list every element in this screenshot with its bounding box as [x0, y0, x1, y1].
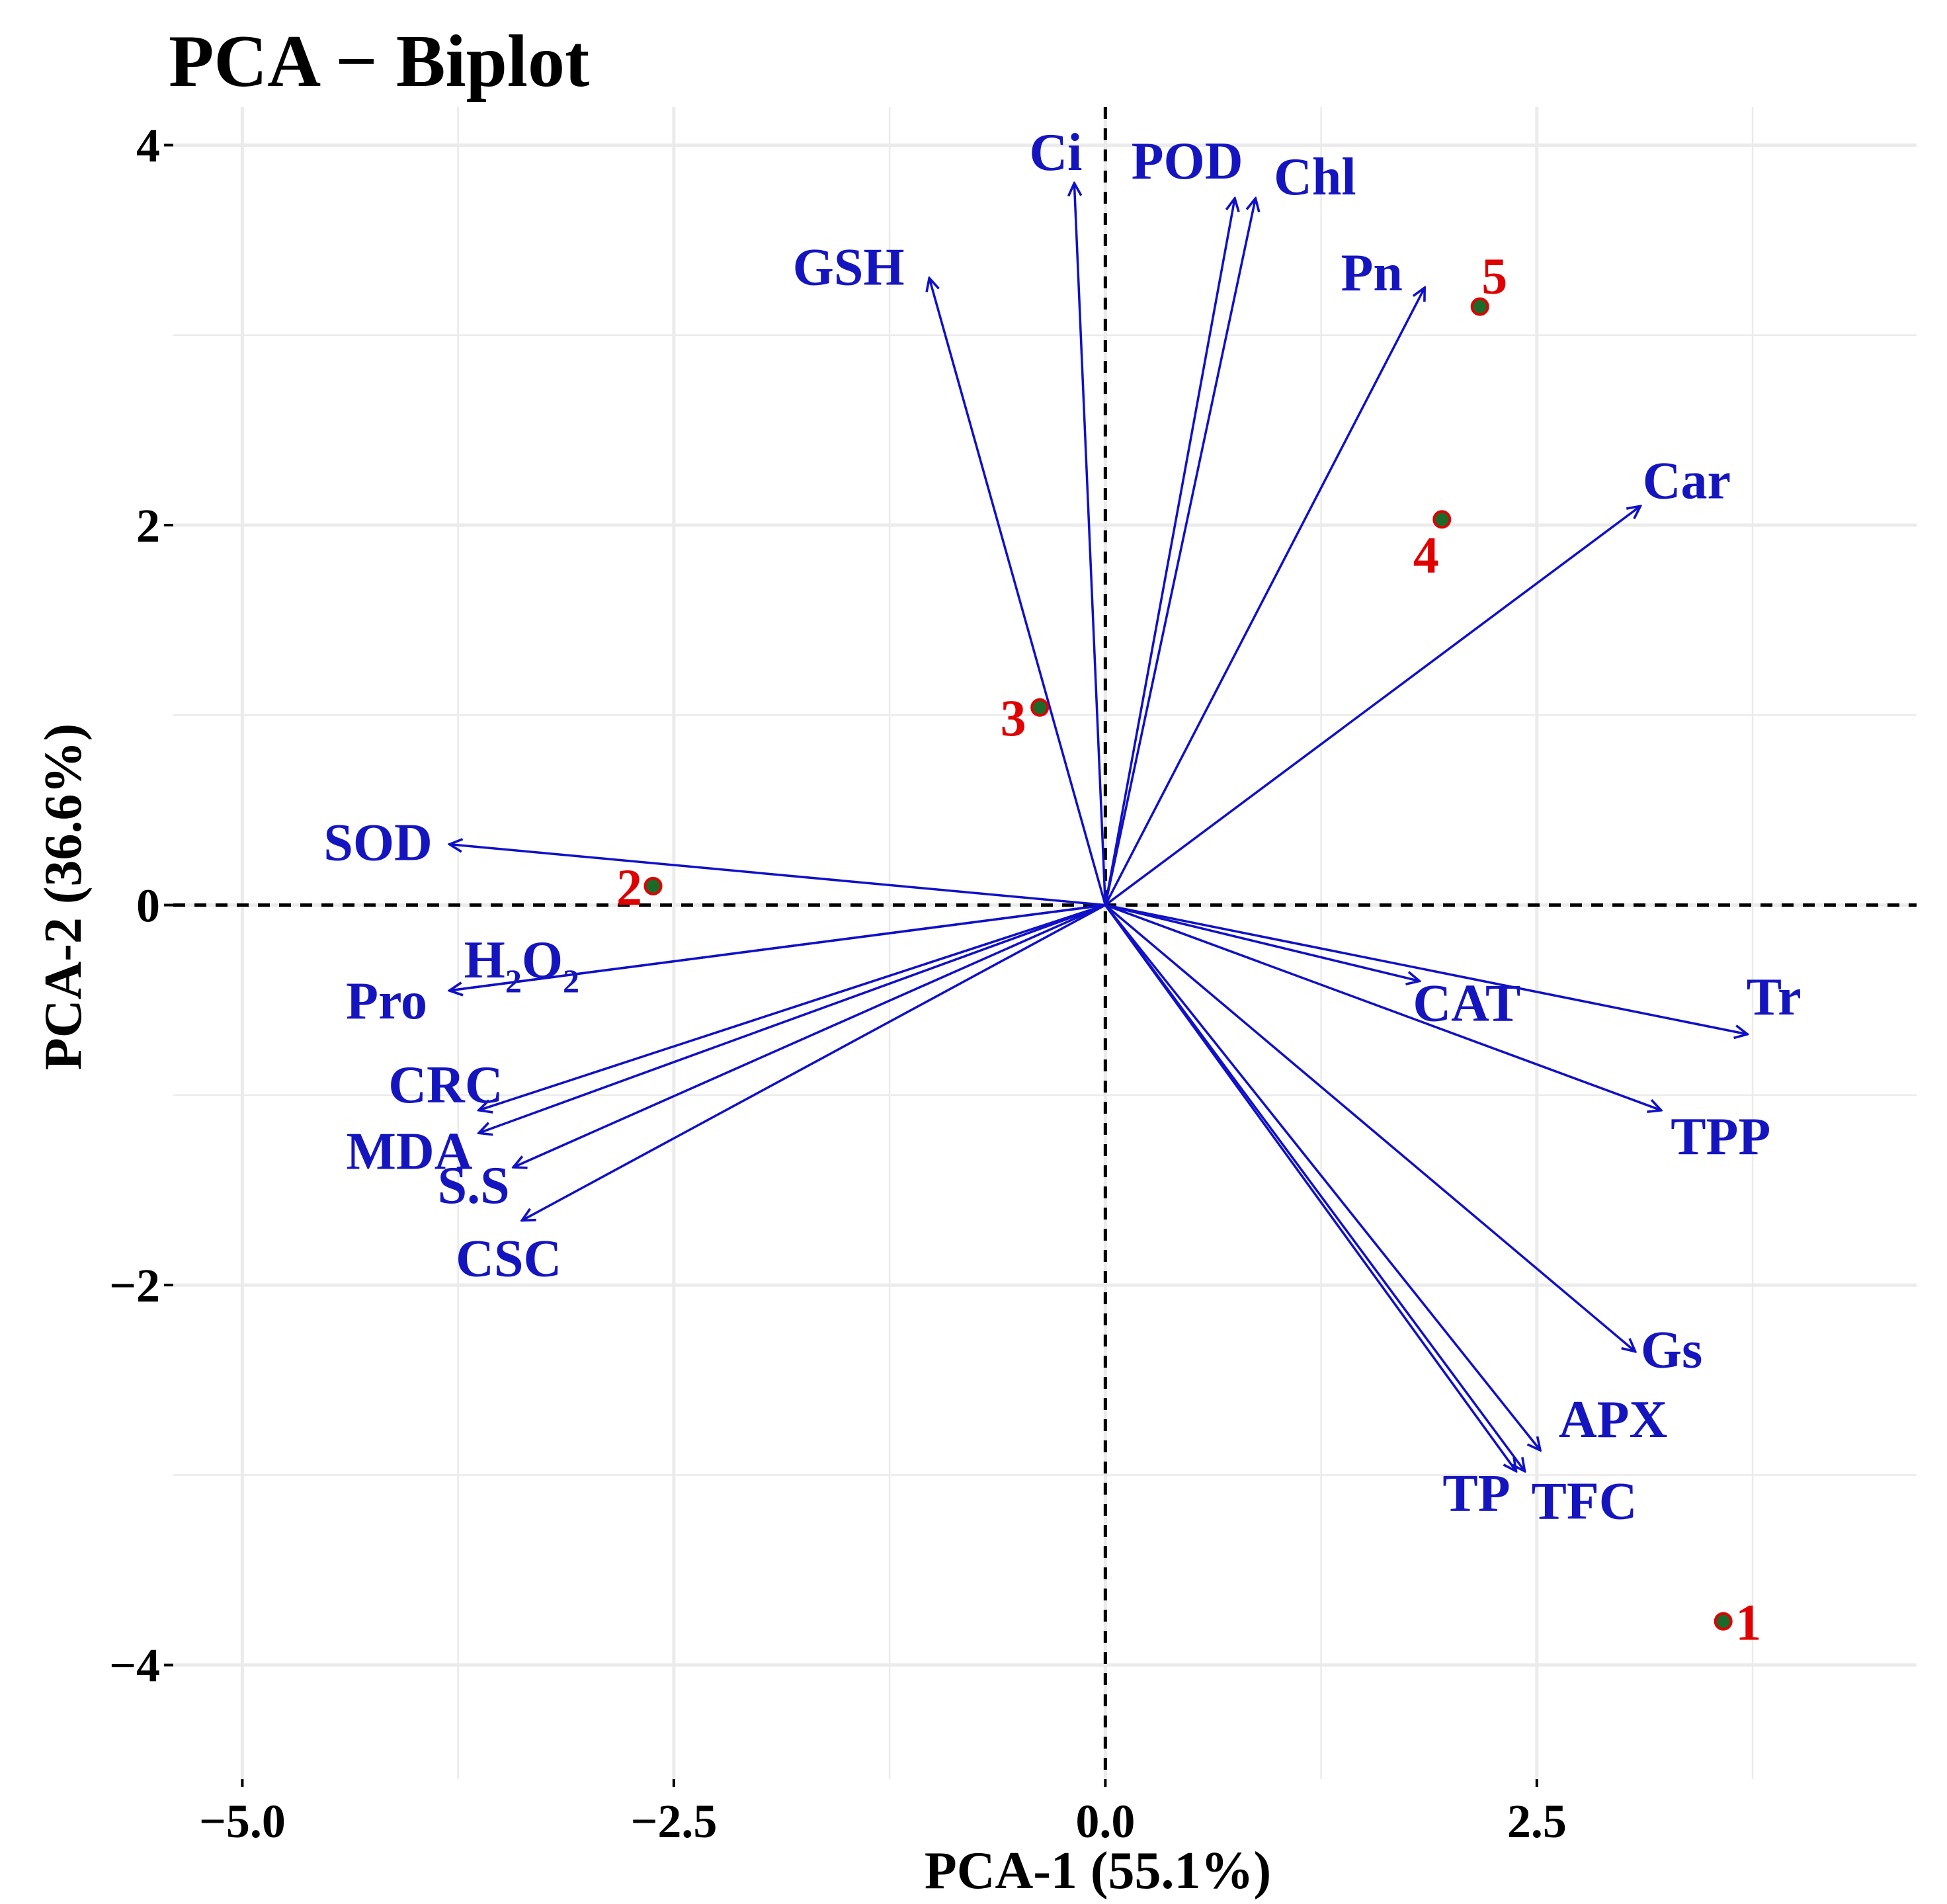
loading-arrow-ss — [513, 903, 1106, 1167]
observation-label-1: 1 — [1735, 1594, 1761, 1651]
loading-arrow-sod — [450, 845, 1106, 907]
chart-title: PCA − Biplot — [169, 21, 589, 103]
loading-label-tfc: TFC — [1532, 1473, 1637, 1531]
loading-arrow-cat — [1104, 903, 1419, 981]
loading-label-csc: CSC — [456, 1229, 561, 1288]
loading-label-gsh: GSH — [793, 239, 905, 297]
loading-label-ci: Ci — [1029, 124, 1082, 182]
loading-arrow-tpp — [1104, 903, 1661, 1110]
loading-arrow-pn — [1104, 288, 1425, 906]
loading-label-pn: Pn — [1341, 244, 1402, 302]
loading-label-pro: Pro — [346, 972, 427, 1030]
loading-label-tp: TP — [1442, 1465, 1510, 1523]
observation-point-3 — [1030, 698, 1050, 717]
loading-label-sod: SOD — [323, 814, 433, 872]
y-tick-label: 2 — [136, 499, 160, 552]
loading-label-apx: APX — [1559, 1391, 1667, 1449]
loading-arrow-gs — [1104, 904, 1635, 1352]
loading-label-chl: Chl — [1274, 148, 1356, 206]
observation-point-4 — [1432, 510, 1452, 529]
loading-label-cat: CAT — [1413, 974, 1520, 1032]
x-tick-label: −5.0 — [199, 1795, 286, 1848]
observation-label-3: 3 — [1001, 689, 1026, 747]
loading-label-tr: Tr — [1747, 968, 1802, 1026]
y-tick-label: −4 — [109, 1639, 160, 1692]
x-axis-title: PCA-1 (55.1%) — [925, 1842, 1271, 1900]
y-tick-label: −2 — [109, 1259, 160, 1312]
reference-lines — [173, 107, 1917, 1779]
loading-arrow-chl — [1104, 198, 1255, 905]
observation-label-5: 5 — [1481, 247, 1507, 305]
axis-ticks: −5.0 −2.5 0.0 2.5 4 2 0 −2 −4 — [109, 119, 1567, 1848]
loading-arrow-tfc — [1104, 904, 1524, 1471]
loading-arrow-crc — [479, 903, 1106, 1110]
loading-arrow-gsh — [929, 278, 1107, 906]
observation-point-1 — [1714, 1612, 1733, 1631]
x-tick-label: −2.5 — [630, 1795, 717, 1848]
loading-label-pod: POD — [1132, 132, 1243, 190]
loading-label-tpp: TPP — [1671, 1108, 1770, 1166]
observation-points: 1 2 3 4 5 — [616, 247, 1761, 1651]
observation-label-2: 2 — [616, 858, 642, 916]
y-tick-label: 4 — [136, 119, 160, 172]
loading-arrow-tr — [1105, 903, 1747, 1034]
loading-arrow-pod — [1104, 198, 1235, 905]
loading-label-ss: S.S — [438, 1157, 510, 1215]
loading-label-crc: CRC — [388, 1056, 503, 1114]
observation-label-4: 4 — [1413, 526, 1439, 583]
loading-arrow-car — [1104, 506, 1640, 906]
x-tick-label: 2.5 — [1507, 1795, 1567, 1848]
loading-arrow-apx — [1104, 904, 1540, 1450]
loading-label-mda: MDA — [346, 1122, 472, 1180]
y-axis-title: PCA-2 (36.6%) — [34, 724, 93, 1070]
loading-arrow-ci — [1074, 183, 1107, 905]
loading-arrows — [450, 183, 1748, 1471]
loading-label-gs: Gs — [1641, 1321, 1702, 1380]
loading-arrow-mda — [479, 903, 1106, 1134]
y-tick-label: 0 — [136, 880, 160, 932]
x-tick-label: 0.0 — [1075, 1795, 1135, 1848]
observation-point-2 — [643, 876, 663, 895]
loading-arrow-csc — [522, 904, 1106, 1221]
loading-arrow-pro — [450, 903, 1106, 991]
grid-lines — [173, 107, 1917, 1779]
loading-label-h2o2: H2O2 — [464, 931, 579, 999]
observation-point-5 — [1470, 297, 1489, 316]
loading-label-car: Car — [1643, 452, 1731, 510]
